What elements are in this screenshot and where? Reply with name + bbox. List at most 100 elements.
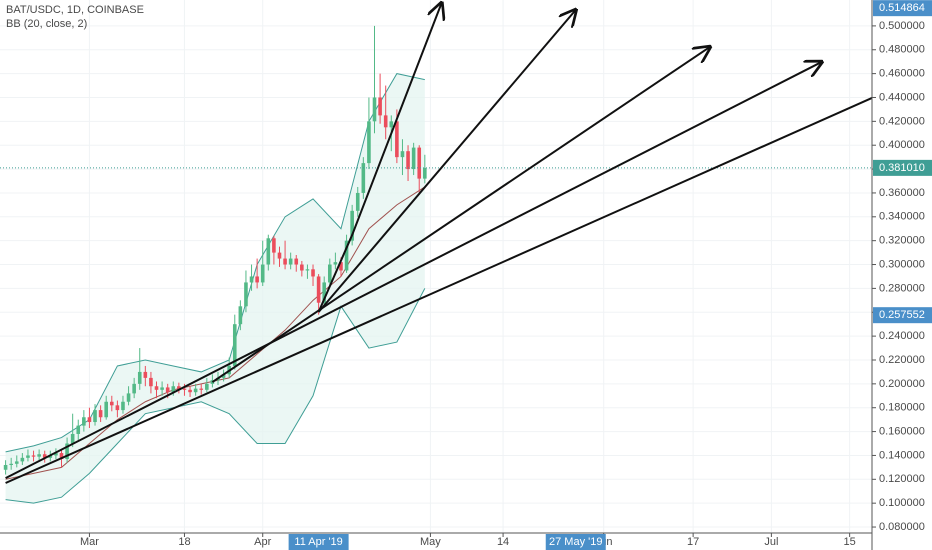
x-tick-label: Mar bbox=[80, 536, 99, 548]
candle-body bbox=[383, 115, 388, 128]
x-tick-label: 15 bbox=[844, 536, 856, 548]
y-tick-label: 0.200000 bbox=[879, 378, 925, 390]
indicator-label: BB (20, close, 2) bbox=[6, 18, 87, 30]
y-tick-label: 0.480000 bbox=[879, 44, 925, 56]
candle-body bbox=[149, 377, 153, 387]
price-axis-bg bbox=[872, 0, 932, 550]
candle-body bbox=[70, 433, 75, 444]
candle-body bbox=[272, 238, 276, 253]
candle-body bbox=[316, 276, 321, 303]
candle-body bbox=[327, 264, 332, 283]
candle-body bbox=[171, 386, 176, 393]
candle-body bbox=[288, 258, 293, 265]
candle-body bbox=[361, 163, 366, 193]
price-marker bbox=[873, 307, 932, 324]
candle-body bbox=[154, 386, 159, 390]
axes: 0.080000 0.100000 0.120000 0.140000 0.160000… bbox=[80, 20, 925, 548]
candle-body bbox=[65, 443, 69, 460]
candle-body bbox=[238, 306, 243, 325]
y-tick-label: 0.400000 bbox=[879, 139, 925, 151]
y-tick-label: 0.100000 bbox=[879, 497, 925, 509]
y-tick-label: 0.120000 bbox=[879, 473, 925, 485]
plot-area bbox=[0, 25, 872, 504]
candle-body bbox=[48, 455, 53, 458]
candle-body bbox=[277, 252, 282, 259]
candle-body bbox=[121, 401, 125, 411]
y-tick-label: 0.420000 bbox=[879, 115, 925, 127]
candle-body bbox=[54, 453, 58, 456]
candle-body bbox=[115, 405, 120, 411]
candle-body bbox=[232, 324, 237, 366]
candle-body bbox=[395, 121, 399, 158]
y-tick-label: 0.340000 bbox=[879, 211, 925, 223]
y-tick-label: 0.440000 bbox=[879, 91, 925, 103]
candle-body bbox=[300, 264, 304, 271]
date-marker bbox=[288, 534, 349, 550]
candle-body bbox=[423, 167, 427, 179]
candle-body bbox=[283, 258, 287, 265]
y-tick-label: 0.320000 bbox=[879, 235, 925, 247]
candle-body bbox=[126, 393, 131, 402]
candle-body bbox=[339, 262, 343, 271]
y-tick-label: 0.180000 bbox=[879, 402, 925, 414]
y-tick-label: 0.500000 bbox=[879, 20, 925, 32]
candle-body bbox=[205, 383, 209, 390]
candle-body bbox=[294, 258, 299, 265]
candle-body bbox=[165, 387, 170, 393]
price-marker-label: 0.257552 bbox=[879, 309, 925, 321]
candle-body bbox=[389, 121, 394, 128]
candle-body bbox=[177, 386, 181, 389]
candle-body bbox=[104, 401, 109, 418]
trend-line bbox=[211, 47, 709, 383]
candle-body bbox=[411, 147, 416, 170]
y-tick-label: 0.460000 bbox=[879, 68, 925, 80]
x-tick-label: May bbox=[420, 536, 441, 548]
candle-body bbox=[3, 464, 8, 470]
candle-body bbox=[322, 282, 327, 303]
candle-body bbox=[305, 269, 310, 271]
candle-body bbox=[193, 388, 198, 393]
candle-body bbox=[93, 410, 97, 423]
candle-body bbox=[98, 410, 103, 418]
candle-body bbox=[26, 455, 30, 458]
x-tick-label: 17 bbox=[687, 536, 699, 548]
candle-body bbox=[417, 147, 422, 179]
candle-body bbox=[255, 276, 259, 283]
candle-body bbox=[87, 417, 92, 423]
candle-body bbox=[311, 269, 315, 277]
candle-body bbox=[249, 276, 254, 283]
candle-body bbox=[367, 121, 371, 164]
candle-body bbox=[143, 371, 148, 378]
date-marker bbox=[545, 534, 606, 550]
y-tick-label: 0.240000 bbox=[879, 330, 925, 342]
trend-line bbox=[317, 10, 576, 313]
candle-body bbox=[82, 417, 86, 426]
price-marker bbox=[873, 159, 932, 176]
y-tick-label: 0.080000 bbox=[879, 521, 925, 533]
candle-body bbox=[59, 453, 64, 460]
trend-line bbox=[5, 62, 822, 480]
candle-body bbox=[221, 374, 226, 378]
symbol-title: BAT/USDC, 1D, COINBASE bbox=[6, 4, 144, 16]
candle-body bbox=[199, 388, 204, 390]
candle-body bbox=[14, 461, 19, 464]
trend-line bbox=[5, 97, 873, 484]
candle-body bbox=[160, 387, 164, 390]
x-tick-label: Jul bbox=[764, 536, 778, 548]
candle-body bbox=[76, 425, 81, 434]
price-marker-label: 0.514864 bbox=[879, 2, 925, 14]
time-axis-bg bbox=[0, 533, 932, 550]
candle-body bbox=[20, 457, 25, 462]
date-marker-label: 11 Apr '19 bbox=[294, 536, 342, 548]
x-tick-label: Apr bbox=[254, 536, 271, 548]
candle-body bbox=[37, 454, 41, 457]
y-tick-label: 0.300000 bbox=[879, 258, 925, 270]
candle-body bbox=[350, 210, 354, 241]
y-tick-label: 0.160000 bbox=[879, 425, 925, 437]
date-marker-label: 27 May '19 bbox=[549, 536, 602, 548]
price-marker bbox=[873, 0, 932, 17]
candle-body bbox=[344, 240, 349, 271]
candle-body bbox=[137, 371, 142, 384]
candle-body bbox=[378, 97, 382, 116]
